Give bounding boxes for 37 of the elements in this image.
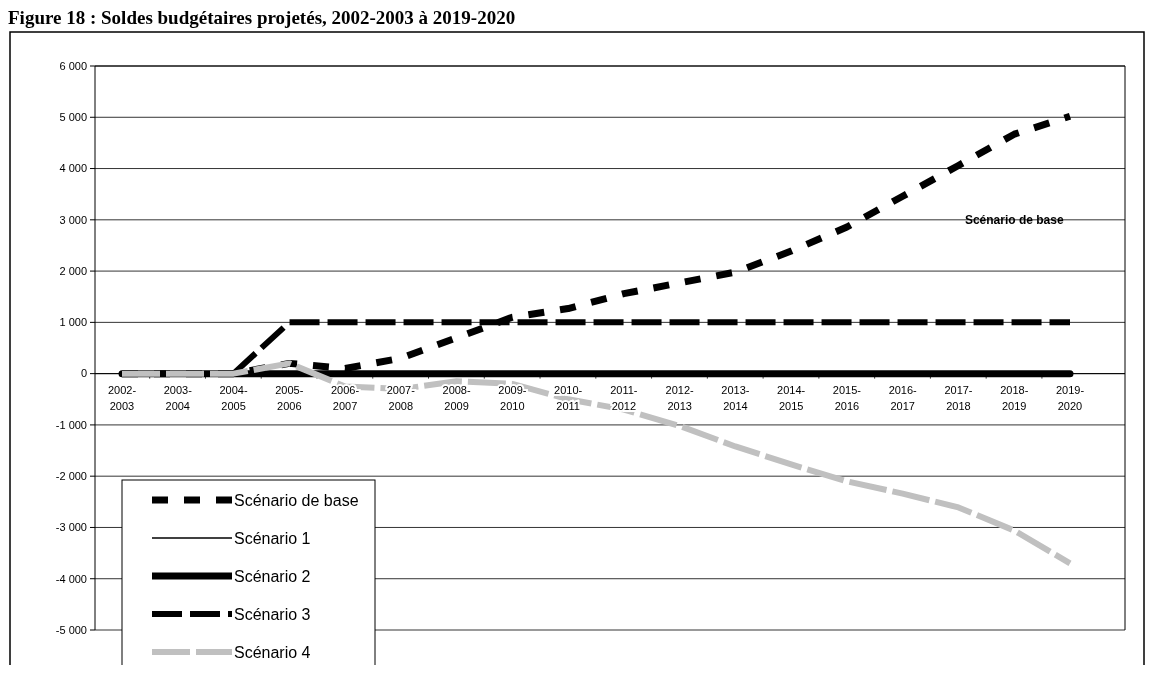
legend-label: Scénario 4 xyxy=(234,643,311,661)
legend-label: Scénario de base xyxy=(234,491,359,509)
x-tick-label: 2018-2019 xyxy=(1000,383,1029,412)
x-tick-label: 2009-2010 xyxy=(498,383,527,412)
y-tick-label: 0 xyxy=(80,367,87,380)
x-tick-label: 2015-2016 xyxy=(832,383,862,412)
x-tick-label: 2003-2004 xyxy=(163,383,193,412)
x-tick-label: 2011-2012 xyxy=(610,383,638,412)
x-tick-label: 2017-2018 xyxy=(944,383,973,412)
y-tick-label: 2 000 xyxy=(59,264,87,277)
y-tick-label: -1 000 xyxy=(55,418,87,431)
x-tick-label: 2014-2015 xyxy=(777,383,806,412)
x-tick-label: 2006-2007 xyxy=(330,383,360,412)
legend-label: Scénario 2 xyxy=(234,567,311,585)
annotation: Scénario de base xyxy=(964,212,1064,227)
y-tick-label: -2 000 xyxy=(55,470,87,483)
x-tick-label: 2002-2003 xyxy=(107,383,137,412)
x-tick-label: 2010-2011 xyxy=(554,383,583,412)
x-tick-label: 2007-2008 xyxy=(386,383,416,412)
x-tick-label: 2005-2006 xyxy=(275,383,304,412)
y-tick-label: 1 000 xyxy=(59,316,87,329)
y-tick-label: 4 000 xyxy=(59,162,87,175)
x-tick-label: 2016-2017 xyxy=(888,383,918,412)
y-tick-label: 6 000 xyxy=(59,59,87,72)
y-tick-label: 5 000 xyxy=(59,111,87,124)
x-tick-label: 2012-2013 xyxy=(665,383,695,412)
x-tick-label: 2013-2014 xyxy=(721,383,750,412)
y-tick-label: -3 000 xyxy=(55,521,87,534)
x-tick-label: 2019-2020 xyxy=(1055,383,1085,412)
y-tick-label: -5 000 xyxy=(55,623,87,636)
y-tick-label: 3 000 xyxy=(59,213,87,226)
chart-title: Figure 18 : Soldes budgétaires projetés, 2002-2003 à 2019-2020 xyxy=(8,7,516,28)
x-tick-label: 2008-2009 xyxy=(442,383,471,412)
y-tick-label: -4 000 xyxy=(55,572,87,585)
x-tick-label: 2004-2005 xyxy=(219,383,248,412)
legend-label: Scénario 1 xyxy=(234,529,311,547)
legend-label: Scénario 3 xyxy=(234,605,311,623)
